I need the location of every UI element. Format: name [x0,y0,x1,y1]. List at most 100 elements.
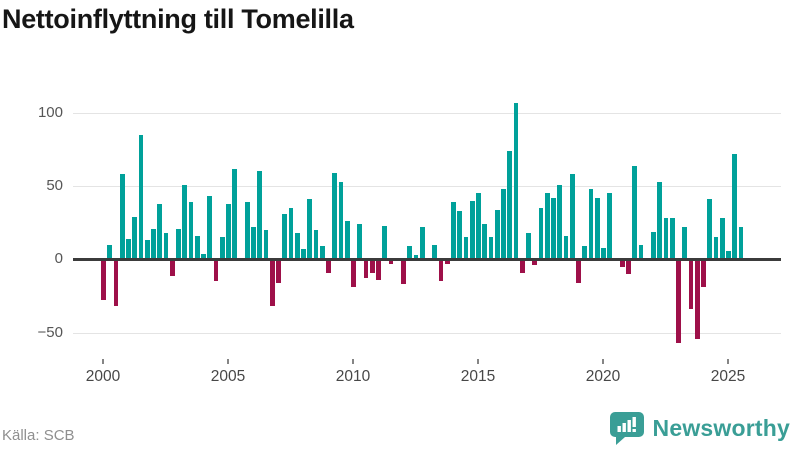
bar-2017-q3 [538,208,544,260]
chart-title: Nettoinflyttning till Tomelilla [2,4,354,34]
bar-2013-q3 [438,259,444,282]
bar-2016-q4 [519,259,525,273]
zero-line [73,257,781,261]
bar-2010-q3 [363,259,369,279]
bar-2009-q4 [344,221,350,260]
x-axis-tick-2025 [727,359,729,364]
bar-2014-q1 [451,202,456,260]
bar-2016-q2 [507,150,513,260]
x-axis-label-2020: 2020 [585,368,621,385]
bar-2015-q3 [488,237,494,260]
bar-2024-q2 [707,199,713,260]
y-axis-label--50: −50 [37,323,63,341]
bar-2018-q2 [557,184,563,260]
bar-2020-q1 [601,247,606,260]
gridline--50 [73,332,781,334]
bar-2002-q3 [163,233,169,260]
bar-2016-q1 [501,189,506,260]
bar-2025-q1 [726,250,731,260]
bar-2015-q1 [476,193,481,260]
bar-2020-q4 [619,259,625,267]
bar-2000-q1 [101,259,106,301]
y-axis-label-100: 100 [37,103,63,121]
bar-2023-q4 [694,259,700,339]
y-axis-label-0: 0 [54,250,63,268]
bar-2018-q4 [569,174,575,260]
gridline-100 [73,112,781,114]
bar-2025-q2 [732,153,738,260]
bar-2014-q3 [463,237,469,260]
x-axis-tick-2005 [227,359,229,364]
bar-2002-q4 [169,259,175,276]
bar-2004-q3 [213,259,219,282]
x-axis-label-2015: 2015 [460,368,496,385]
y-axis-label-50: 50 [46,177,63,195]
bar-2007-q2 [282,213,288,260]
bar-2021-q3 [638,244,644,260]
bar-2009-q3 [338,181,344,260]
bar-2004-q1 [201,253,206,260]
bar-2012-q1 [401,259,406,285]
bar-2023-q2 [682,227,688,260]
bar-2019-q2 [582,246,588,260]
bar-2013-q2 [432,244,438,260]
bar-2023-q1 [676,259,681,343]
bar-2003-q4 [194,235,200,260]
bar-2018-q1 [551,197,556,260]
bar-2007-q3 [288,208,294,260]
bar-2005-q1 [226,203,231,260]
bar-2006-q3 [263,230,269,260]
bar-2004-q4 [219,237,225,260]
x-axis-tick-2010 [352,359,354,364]
newsworthy-wordmark: Newsworthy [652,414,790,441]
bar-2002-q2 [157,203,163,260]
bar-2009-q2 [332,172,338,260]
x-axis-label-2005: 2005 [210,368,246,385]
bar-2000-q4 [119,174,125,260]
bar-2003-q1 [176,228,181,260]
bar-2007-q4 [294,233,300,260]
newsworthy-speech-bubble-chart-icon [608,411,645,445]
bar-2010-q2 [357,224,363,260]
bar-2012-q2 [407,246,413,260]
bar-2024-q1 [701,259,706,288]
bar-2017-q1 [526,233,531,260]
bar-2011-q1 [376,259,381,280]
bar-2021-q1 [626,259,631,275]
bar-2022-q3 [663,218,669,260]
bar-2021-q2 [632,165,638,260]
bar-2017-q2 [532,259,538,266]
bar-2000-q2 [107,244,113,260]
bar-2005-q4 [244,202,250,260]
bar-2011-q2 [382,225,388,260]
x-axis-label-2025: 2025 [710,368,746,385]
bar-2015-q2 [482,224,488,260]
bar-2014-q2 [457,211,463,260]
bar-2001-q2 [132,216,138,260]
bar-2016-q3 [513,102,519,260]
x-axis-tick-2000 [102,359,104,364]
x-axis-label-2000: 2000 [85,368,121,385]
bar-2007-q1 [276,259,281,283]
source-label: Källa: SCB [2,427,75,444]
bar-2024-q4 [719,218,725,260]
bar-2014-q4 [469,200,475,260]
bar-2019-q4 [594,197,600,260]
bar-2008-q3 [313,230,319,260]
bar-2024-q3 [713,237,719,260]
bar-2020-q2 [607,193,613,260]
bar-2009-q1 [326,259,331,273]
bar-2013-q4 [444,259,450,264]
newsworthy-logo[interactable]: Newsworthy [608,411,790,445]
bar-2019-q3 [588,189,594,260]
gridline-50 [73,186,781,188]
bar-2023-q3 [688,259,694,310]
bar-2008-q4 [319,246,325,260]
bar-2003-q3 [188,202,194,260]
bar-2004-q2 [207,196,213,260]
bar-2001-q1 [126,238,131,260]
bar-2012-q4 [419,227,425,260]
bar-2022-q4 [669,218,675,260]
bar-2003-q2 [182,184,188,260]
